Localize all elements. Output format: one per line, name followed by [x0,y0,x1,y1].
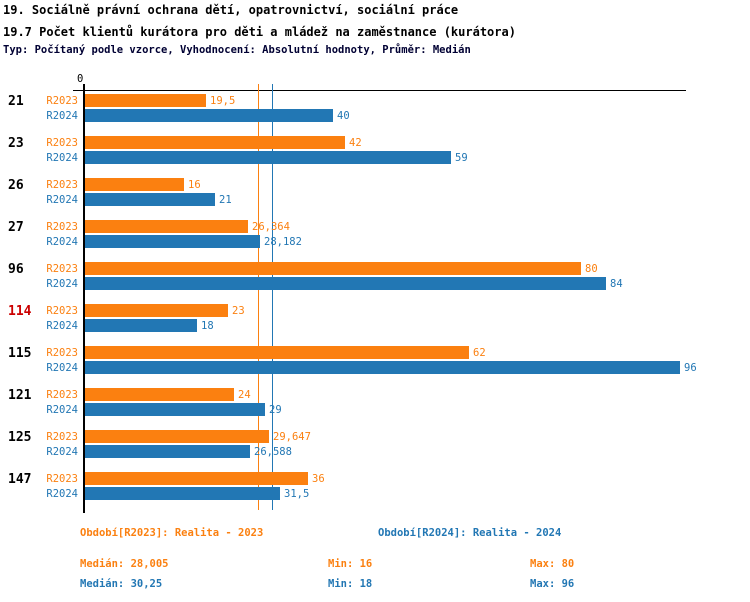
bar [85,109,333,122]
value-label: 36 [312,473,325,485]
series-label: R2024 [46,110,78,122]
median-line-r2023 [258,84,259,510]
value-label: 40 [337,110,350,122]
series-label: R2023 [46,389,78,401]
bar [85,277,606,290]
bar [85,262,581,275]
stat-min-r2023: Min: 16 [328,558,373,570]
category-label: 96 [8,262,24,277]
series-label: R2024 [46,404,78,416]
series-label: R2023 [46,221,78,233]
value-label: 80 [585,263,598,275]
bar [85,403,265,416]
bar [85,346,469,359]
value-label: 18 [201,320,214,332]
value-label: 42 [349,137,362,149]
value-label: 84 [610,278,623,290]
value-label: 59 [455,152,468,164]
value-label: 24 [238,389,251,401]
series-label: R2024 [46,488,78,500]
stat-max-r2023: Max: 80 [530,558,575,570]
report-title-line2: 19.7 Počet klientů kurátora pro děti a m… [3,25,516,39]
bar [85,94,206,107]
value-label: 19,5 [210,95,236,107]
value-label: 29 [269,404,282,416]
value-label: 26,588 [254,446,292,458]
category-label: 114 [8,304,32,319]
category-label: 147 [8,472,32,487]
series-label: R2024 [46,362,78,374]
value-label: 29,647 [273,431,311,443]
bar [85,235,260,248]
bar [85,487,280,500]
value-label: 26,364 [252,221,290,233]
x-axis-top-line [73,90,686,91]
bar [85,430,269,443]
legend-r2023: Období[R2023]: Realita - 2023 [80,527,264,539]
series-label: R2024 [46,320,78,332]
category-label: 115 [8,346,32,361]
stat-median-r2024: Medián: 30,25 [80,578,163,590]
axis-origin-label: 0 [77,73,84,85]
bar [85,319,197,332]
series-label: R2023 [46,473,78,485]
bar [85,193,215,206]
bar [85,388,234,401]
series-label: R2024 [46,446,78,458]
series-label: R2024 [46,236,78,248]
category-label: 121 [8,388,32,403]
value-label: 16 [188,179,201,191]
category-label: 21 [8,94,24,109]
bar [85,472,308,485]
series-label: R2024 [46,194,78,206]
stat-min-r2024: Min: 18 [328,578,373,590]
series-label: R2023 [46,347,78,359]
category-label: 26 [8,178,24,193]
value-label: 28,182 [264,236,302,248]
category-label: 23 [8,136,24,151]
value-label: 96 [684,362,697,374]
series-label: R2023 [46,431,78,443]
bar [85,178,184,191]
series-label: R2023 [46,305,78,317]
bar [85,136,345,149]
report-title-line1: 19. Sociálně právní ochrana dětí, opatro… [3,3,459,17]
value-label: 62 [473,347,486,359]
series-label: R2023 [46,179,78,191]
value-label: 31,5 [284,488,310,500]
category-label: 27 [8,220,24,235]
y-axis-line [83,84,85,513]
category-label: 125 [8,430,32,445]
bar [85,220,248,233]
bar [85,151,451,164]
series-label: R2023 [46,263,78,275]
stat-max-r2024: Max: 96 [530,578,575,590]
value-label: 21 [219,194,232,206]
report-subtitle: Typ: Počítaný podle vzorce, Vyhodnocení:… [3,44,471,56]
legend-r2024: Období[R2024]: Realita - 2024 [378,527,562,539]
bar [85,445,250,458]
value-label: 23 [232,305,245,317]
series-label: R2023 [46,137,78,149]
stat-median-r2023: Medián: 28,005 [80,558,169,570]
bar [85,361,680,374]
series-label: R2024 [46,278,78,290]
bar [85,304,228,317]
median-line-r2024 [272,84,273,510]
series-label: R2024 [46,152,78,164]
series-label: R2023 [46,95,78,107]
